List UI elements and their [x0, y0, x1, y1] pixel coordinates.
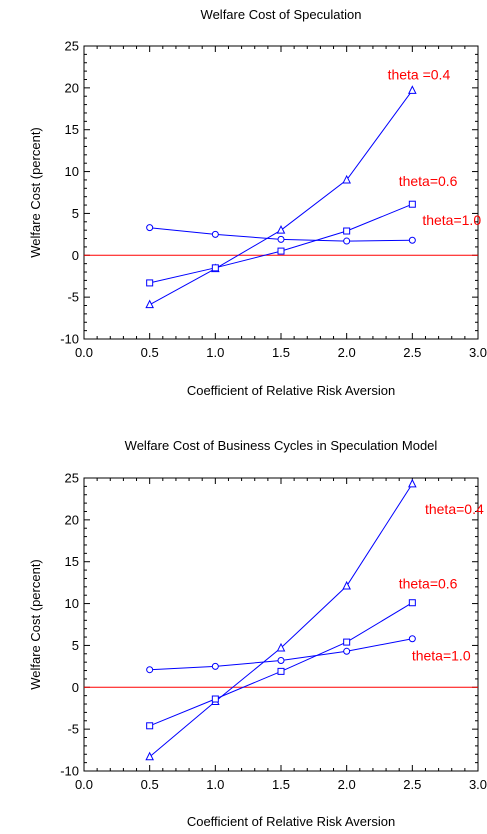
series-line-square: [149, 602, 413, 727]
x-axis-label: Coefficient of Relative Risk Aversion: [187, 383, 395, 398]
data-point-triangle: [408, 478, 417, 488]
y-tick-label: 25: [65, 39, 79, 54]
data-point-circle: [277, 656, 285, 664]
y-tick-label: 15: [65, 122, 79, 137]
plot-area: [83, 45, 479, 340]
data-point-circle: [408, 236, 416, 244]
data-point-square: [343, 638, 351, 646]
x-tick-label: 0.5: [141, 777, 159, 792]
series-line-triangle: [149, 483, 413, 758]
data-point-circle: [211, 230, 219, 238]
chart-2: Welfare Cost of Business Cycles in Specu…: [28, 438, 487, 829]
y-tick-label: -10: [60, 332, 79, 347]
data-point-square: [277, 247, 285, 255]
data-point-square: [146, 722, 154, 730]
x-tick-label: 1.5: [272, 777, 290, 792]
x-tick-label: 3.0: [469, 345, 487, 360]
chart-title: Welfare Cost of Business Cycles in Specu…: [125, 438, 438, 453]
data-point-circle: [277, 235, 285, 243]
series-annotation: theta=1.0: [412, 647, 471, 663]
x-tick-label: 0.0: [75, 777, 93, 792]
series-annotation: theta=0.6: [399, 576, 458, 592]
data-point-triangle: [276, 225, 286, 234]
series-annotation: theta =0.4: [388, 66, 451, 82]
series-annotation: theta=0.6: [399, 173, 458, 189]
data-point-circle: [146, 666, 154, 674]
x-tick-label: 1.0: [206, 345, 224, 360]
y-tick-label: 0: [72, 680, 79, 695]
data-point-triangle: [342, 580, 351, 590]
chart-title: Welfare Cost of Speculation: [201, 7, 362, 22]
y-tick-label: 10: [65, 596, 79, 611]
data-point-circle: [408, 635, 416, 643]
y-tick-label: -10: [60, 764, 79, 779]
data-point-square: [211, 264, 219, 272]
data-point-circle: [343, 647, 351, 655]
data-point-triangle: [276, 642, 286, 652]
chart-1: Welfare Cost of Speculation -10 -5 0 5 10 15 20…: [28, 7, 487, 398]
y-tick-label: 20: [65, 80, 79, 95]
x-tick-label: 2.5: [403, 777, 421, 792]
x-tick-label: 1.5: [272, 345, 290, 360]
x-axis-label: Coefficient of Relative Risk Aversion: [187, 814, 395, 829]
x-tick-label: 2.5: [403, 345, 421, 360]
x-tick-label: 2.0: [338, 777, 356, 792]
data-point-triangle: [408, 85, 417, 94]
y-tick-label: 5: [72, 638, 79, 653]
y-tick-label: -5: [67, 722, 79, 737]
data-point-circle: [343, 237, 351, 245]
data-point-square: [408, 200, 416, 208]
plot-area: [83, 477, 479, 772]
data-point-triangle: [342, 174, 351, 184]
x-tick-label: 3.0: [469, 777, 487, 792]
y-tick-label: 25: [65, 471, 79, 486]
x-tick-label: 1.0: [206, 777, 224, 792]
data-point-square: [343, 227, 351, 235]
y-tick-label: 10: [65, 164, 79, 179]
data-point-square: [146, 279, 154, 287]
y-axis-label: Welfare Cost (percent): [28, 559, 43, 690]
y-axis-label: Welfare Cost (percent): [28, 127, 43, 258]
x-tick-label: 0.0: [75, 345, 93, 360]
data-point-circle: [211, 662, 219, 670]
y-tick-label: -5: [67, 290, 79, 305]
series-annotation: theta=1.0: [422, 212, 481, 228]
series-line-square: [149, 203, 413, 284]
data-point-triangle: [145, 299, 154, 309]
data-point-square: [408, 599, 416, 607]
data-point-triangle: [145, 751, 154, 761]
y-tick-label: 5: [72, 206, 79, 221]
data-point-square: [211, 695, 219, 703]
data-point-square: [277, 667, 285, 675]
x-tick-label: 0.5: [141, 345, 159, 360]
data-point-circle: [146, 224, 154, 232]
y-tick-label: 20: [65, 512, 79, 527]
series-line-triangle: [149, 90, 413, 306]
y-tick-label: 0: [72, 248, 79, 263]
series-annotation: theta=0.4: [425, 501, 484, 517]
x-tick-label: 2.0: [338, 345, 356, 360]
y-tick-label: 15: [65, 554, 79, 569]
